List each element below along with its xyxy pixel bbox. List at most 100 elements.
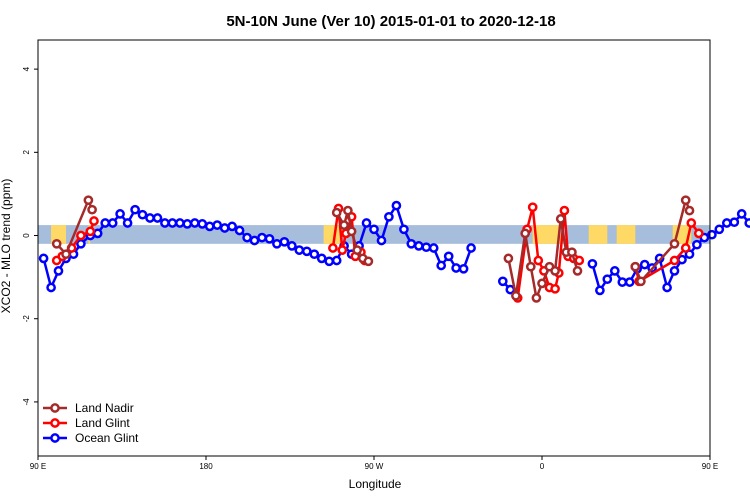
data-point [272, 238, 282, 249]
data-point [89, 216, 99, 226]
legend-label: Ocean Glint [75, 431, 139, 445]
data-point [574, 255, 585, 266]
data-point [406, 238, 417, 249]
data-point [287, 241, 297, 251]
data-point [376, 235, 387, 246]
data-point [234, 225, 245, 236]
series-line-ocean-glint-0 [42, 204, 473, 289]
plot-frame [37, 39, 711, 457]
data-point [130, 204, 140, 215]
data-point [257, 232, 267, 243]
data-point [497, 276, 508, 287]
data-point [680, 243, 691, 253]
data-point [53, 266, 64, 276]
data-point [76, 238, 86, 249]
data-point [391, 200, 402, 211]
legend-label: Land Glint [75, 416, 130, 430]
data-point [227, 221, 237, 232]
data-point [413, 241, 424, 251]
legend-label: Land Nadir [75, 401, 134, 415]
x-axis-label: Longitude [349, 477, 402, 491]
data-point [337, 245, 348, 255]
data-point [160, 218, 170, 228]
data-point [115, 209, 125, 219]
y-tick-label: 4 [22, 66, 31, 71]
data-point [107, 218, 118, 228]
data-point [537, 278, 547, 289]
data-point [384, 211, 394, 222]
data-point [361, 218, 372, 228]
data-point [92, 228, 103, 239]
data-point [686, 218, 697, 228]
data-point [595, 285, 605, 296]
land-band-5 [616, 225, 636, 244]
data-point [324, 256, 335, 267]
data-point [669, 255, 680, 266]
data-point [550, 283, 560, 294]
data-point [339, 220, 349, 230]
data-point [197, 219, 208, 229]
series-land-nadir [51, 195, 695, 303]
legend-swatch-marker [50, 433, 60, 443]
data-point [137, 209, 148, 220]
data-point [182, 219, 193, 229]
data-point [630, 261, 641, 272]
y-tick-label: 2 [22, 150, 31, 155]
x-tick-label: 90 E [702, 462, 718, 471]
data-point [428, 243, 439, 253]
data-point [204, 221, 215, 232]
data-point [684, 205, 695, 216]
data-point [669, 238, 680, 249]
data-point [520, 228, 531, 239]
data-point [242, 232, 252, 243]
data-point [100, 218, 111, 228]
data-point [550, 266, 560, 276]
data-point [76, 230, 86, 241]
y-tick-label: -2 [22, 315, 31, 323]
data-point [309, 249, 320, 260]
data-point [525, 261, 536, 272]
y-tick-label: 0 [22, 233, 31, 238]
data-point [51, 238, 62, 249]
data-point [707, 229, 717, 240]
x-tick-label: 90 E [30, 462, 46, 471]
data-point [451, 263, 461, 273]
data-point [346, 226, 357, 237]
data-point [511, 290, 521, 301]
data-point [680, 195, 691, 206]
data-point [301, 246, 312, 257]
data-point [294, 245, 305, 255]
data-point [316, 253, 327, 264]
data-point [152, 213, 163, 223]
data-point [399, 224, 409, 235]
data-point [61, 249, 71, 260]
data-point [692, 239, 702, 250]
data-point [46, 282, 56, 293]
chart-title: 5N-10N June (Ver 10) 2015-01-01 to 2020-… [226, 13, 555, 30]
data-point [122, 218, 133, 228]
data-point [602, 274, 613, 285]
data-point [587, 258, 598, 269]
data-point [279, 236, 290, 247]
data-point [729, 217, 740, 228]
series-line-land-nadir-0 [55, 198, 94, 256]
data-point [443, 251, 454, 262]
data-point [617, 277, 628, 287]
data-point [352, 245, 363, 255]
data-point [736, 209, 747, 219]
data-point [721, 218, 732, 228]
x-tick-label: 180 [199, 462, 213, 471]
legend-item-land-nadir: Land Nadir [43, 401, 134, 415]
y-tick-label: -4 [22, 398, 31, 406]
y-axis: -4 -2 0 2 4 [22, 66, 38, 405]
data-point [639, 259, 650, 270]
data-point [369, 224, 379, 235]
data-point [458, 263, 469, 274]
data-point [219, 223, 230, 233]
land-band-0 [51, 225, 66, 244]
y-axis-label: XCO2 - MLO trend (ppm) [0, 179, 13, 314]
data-point [249, 235, 260, 246]
series-ocean-glint [38, 200, 750, 296]
data-point [343, 205, 353, 216]
